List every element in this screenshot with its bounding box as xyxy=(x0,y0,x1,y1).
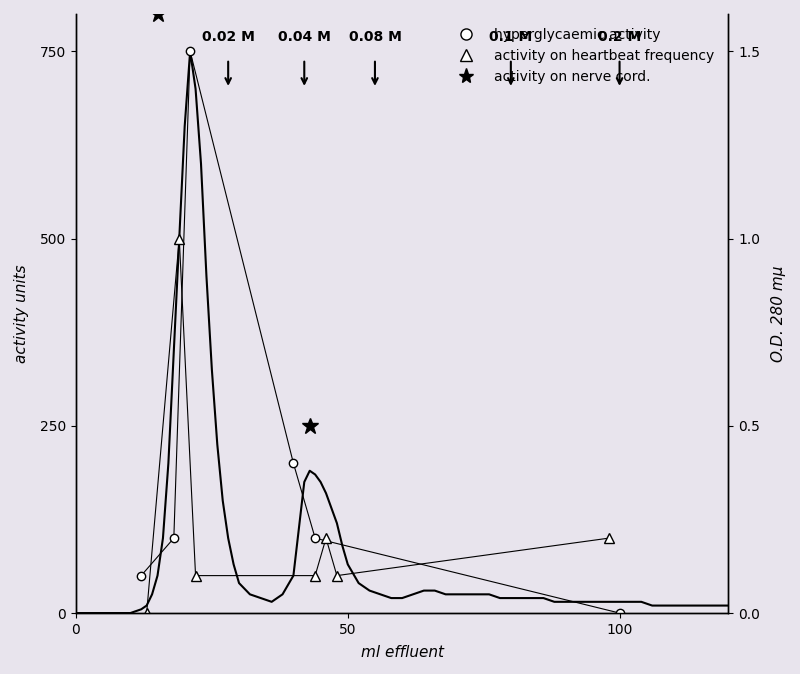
X-axis label: ml effluent: ml effluent xyxy=(361,645,444,660)
Text: 0.08 M: 0.08 M xyxy=(349,30,402,44)
Text: 0.2 M: 0.2 M xyxy=(598,30,641,44)
Text: 0.02 M: 0.02 M xyxy=(202,30,254,44)
Y-axis label: activity units: activity units xyxy=(14,264,29,363)
Text: 0.1 M: 0.1 M xyxy=(490,30,533,44)
Legend: hyperglycaemic activity, activity on heartbeat frequency, activity on nerve cord: hyperglycaemic activity, activity on hea… xyxy=(446,21,722,90)
Text: 0.04 M: 0.04 M xyxy=(278,30,330,44)
Y-axis label: O.D. 280 mμ: O.D. 280 mμ xyxy=(771,266,786,362)
